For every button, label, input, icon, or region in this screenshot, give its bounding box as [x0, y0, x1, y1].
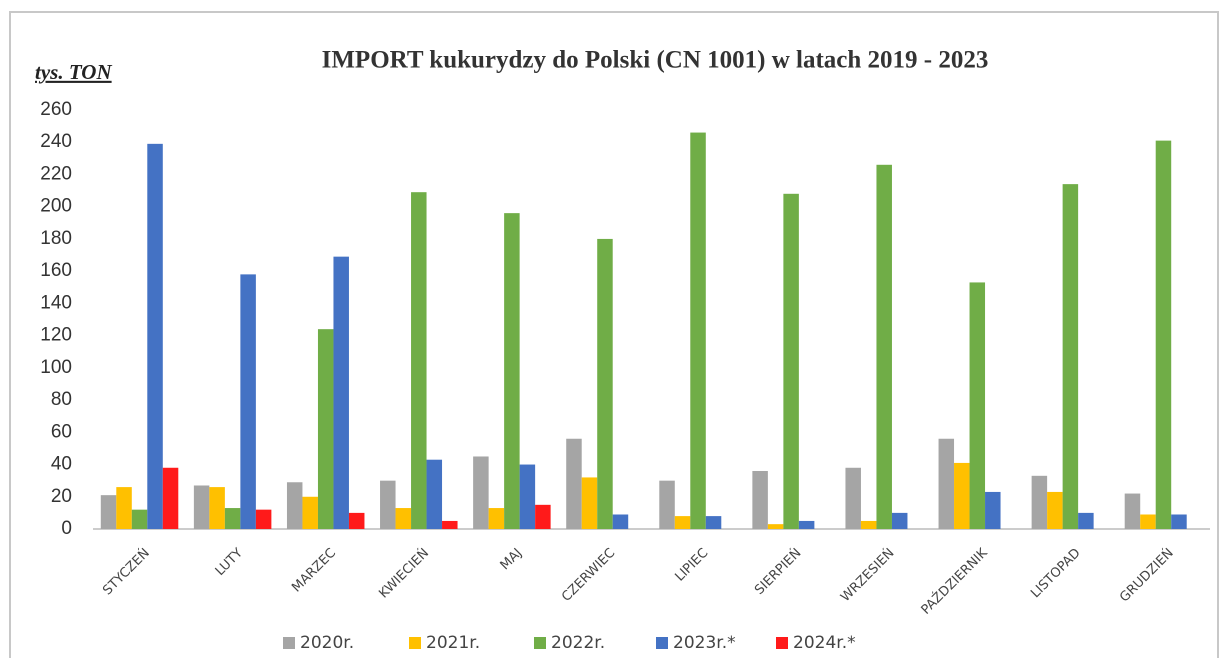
bar: [1031, 475, 1048, 529]
bar: [783, 193, 799, 530]
legend-label: 2021r.: [426, 633, 480, 653]
bar: [705, 516, 722, 529]
bar: [954, 462, 970, 529]
bar: [395, 508, 412, 529]
bar: [317, 329, 334, 529]
y-tick-label: 40: [51, 454, 72, 475]
y-tick-label: 200: [40, 196, 72, 217]
bar: [426, 459, 443, 529]
bar: [845, 467, 861, 529]
bar: [224, 508, 241, 529]
bar: [938, 438, 955, 529]
legend-label: 2023r.*: [673, 633, 736, 653]
x-tick-label: STYCZEŃ: [100, 545, 153, 598]
bar: [255, 509, 272, 529]
x-tick-label: CZERWIEC: [559, 546, 618, 605]
y-axis-label: tys. TON: [35, 60, 112, 84]
bar: [535, 504, 551, 529]
legend-label: 2020r.: [300, 633, 354, 653]
x-tick-label: LUTY: [213, 546, 246, 579]
bar: [767, 524, 784, 529]
bar: [519, 464, 536, 529]
y-tick-label: 160: [40, 260, 72, 281]
y-tick-label: 80: [51, 389, 72, 410]
x-tick-label: PAŹDZIERNIK: [918, 545, 991, 618]
bar: [504, 213, 520, 529]
bar: [1124, 493, 1141, 529]
x-tick-label: WRZESIEŃ: [837, 545, 897, 605]
bar: [674, 516, 691, 529]
bar: [1047, 491, 1063, 529]
bar: [581, 477, 598, 529]
y-tick-label: 220: [40, 163, 72, 184]
bar: [162, 467, 179, 529]
bar: [597, 238, 613, 529]
bar: [798, 520, 815, 529]
bar: [1155, 140, 1172, 529]
bar: [286, 482, 303, 529]
bar: [116, 487, 132, 529]
bar: [969, 282, 986, 529]
y-tick-label: 260: [40, 99, 72, 120]
bar: [240, 274, 256, 529]
bar: [891, 512, 908, 529]
bar: [411, 192, 427, 529]
legend-swatch: [656, 637, 668, 649]
bar: [488, 508, 505, 529]
bar: [1140, 514, 1156, 529]
bar: [442, 520, 458, 529]
x-tick-label: SIERPIEŃ: [751, 545, 804, 598]
legend-label: 2022r.: [551, 633, 605, 653]
y-tick-label: 20: [51, 486, 72, 507]
x-tick-label: KWIECIEŃ: [376, 545, 432, 601]
bar: [752, 470, 768, 529]
bar: [333, 256, 349, 529]
legend-label: 2024r.*: [793, 633, 856, 653]
legend-swatch: [776, 637, 788, 649]
y-tick-label: 120: [40, 325, 72, 346]
y-tick-label: 100: [40, 357, 72, 378]
x-tick-label: GRUDZIEŃ: [1116, 545, 1176, 605]
x-tick-label: LIPIEC: [672, 546, 711, 585]
y-tick-label: 0: [61, 518, 72, 539]
y-tick-label: 140: [40, 292, 72, 313]
bar: [473, 456, 489, 529]
bar: [147, 143, 163, 530]
bar: [100, 495, 117, 529]
bar: [876, 164, 892, 530]
x-tick-label: MARZEC: [289, 546, 339, 596]
bar: [690, 132, 706, 530]
y-tick-label: 240: [40, 131, 72, 152]
bar: [209, 487, 225, 529]
y-tick-label: 180: [40, 228, 72, 249]
x-tick-label: LISTOPAD: [1028, 546, 1083, 601]
bar: [860, 520, 877, 529]
bar: [380, 480, 396, 529]
legend-swatch: [283, 637, 295, 649]
bar: [1078, 512, 1094, 529]
bar: [1171, 514, 1187, 529]
bar: [348, 512, 365, 529]
bar: [612, 514, 629, 529]
bar: [131, 509, 148, 529]
x-tick-label: MAJ: [498, 546, 526, 574]
bar: [659, 480, 675, 529]
legend-swatch: [409, 637, 421, 649]
bar: [193, 485, 210, 529]
y-tick-label: 60: [51, 421, 72, 442]
chart-border: [9, 11, 1219, 658]
chart-title: IMPORT kukurydzy do Polski (CN 1001) w l…: [322, 47, 989, 74]
legend-swatch: [534, 637, 546, 649]
bar: [302, 496, 318, 529]
bar: [1062, 184, 1079, 529]
bar: [985, 491, 1001, 529]
bar: [566, 438, 582, 529]
